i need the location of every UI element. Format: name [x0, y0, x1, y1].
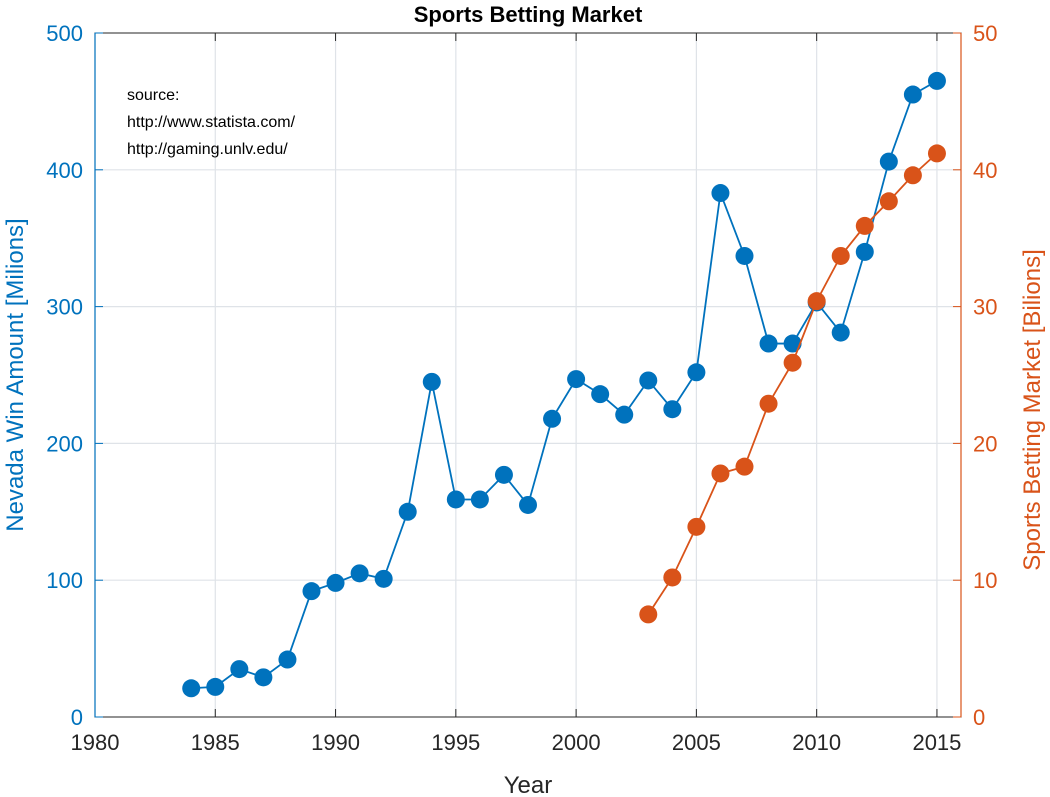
y-right-tick-label: 0	[973, 705, 985, 730]
annotation-line: http://www.statista.com/	[127, 114, 296, 131]
y-axis-right-label: Sports Betting Market [Bilions]	[1019, 249, 1046, 570]
data-point	[543, 409, 562, 428]
data-point	[855, 216, 874, 235]
data-point	[567, 370, 586, 389]
data-point	[639, 605, 658, 624]
data-point	[927, 71, 946, 90]
y-left-tick-label: 500	[46, 21, 83, 46]
y-left-tick-label: 300	[46, 295, 83, 320]
x-tick-label: 1980	[71, 730, 120, 755]
data-point	[639, 371, 658, 390]
data-point	[326, 573, 345, 592]
data-point	[206, 677, 225, 696]
data-point	[446, 490, 465, 509]
data-point	[663, 400, 682, 419]
data-point	[615, 405, 634, 424]
data-point	[831, 246, 850, 265]
data-point	[759, 334, 778, 353]
data-point	[687, 363, 706, 382]
x-tick-label: 1990	[311, 730, 360, 755]
y-axis-left-label: Nevada Win Amount [Milions]	[2, 218, 29, 531]
data-point	[855, 242, 874, 261]
data-point	[927, 144, 946, 163]
data-point	[903, 85, 922, 104]
data-point	[519, 495, 537, 514]
x-tick-label: 2000	[552, 730, 601, 755]
data-point	[687, 517, 706, 536]
y-right-tick-label: 40	[973, 158, 997, 183]
y-left-tick-label: 100	[46, 568, 83, 593]
data-point	[879, 152, 898, 171]
y-right-tick-label: 10	[973, 568, 997, 593]
data-point	[182, 679, 201, 698]
x-tick-label: 2005	[672, 730, 721, 755]
data-point	[663, 568, 682, 587]
y-left-tick-label: 200	[46, 431, 83, 456]
data-point	[807, 292, 826, 311]
data-point	[711, 184, 730, 203]
data-point	[278, 650, 297, 669]
annotation-line: source:	[127, 87, 179, 104]
y-left-tick-label: 0	[71, 705, 83, 730]
data-point	[711, 464, 730, 483]
x-tick-label: 2010	[792, 730, 841, 755]
data-point	[831, 323, 850, 342]
data-point	[591, 385, 610, 404]
x-axis-label: Year	[504, 772, 553, 797]
data-point	[759, 394, 778, 413]
data-point	[879, 192, 898, 211]
series-layer	[182, 71, 946, 698]
data-point	[398, 502, 417, 521]
data-point	[374, 569, 393, 588]
data-point	[422, 372, 441, 391]
data-point	[903, 166, 922, 185]
data-point	[494, 465, 513, 484]
annotation-line: http://gaming.unlv.edu/	[127, 141, 288, 158]
x-tick-label: 1985	[191, 730, 240, 755]
data-point	[735, 246, 754, 265]
data-point	[735, 457, 754, 476]
data-point	[254, 668, 273, 687]
x-tick-label: 1995	[431, 730, 480, 755]
data-point	[302, 582, 321, 601]
data-point	[230, 660, 249, 679]
data-point	[350, 564, 369, 583]
x-tick-label: 2015	[912, 730, 961, 755]
source-annotation: source: http://www.statista.com/ http://…	[127, 87, 296, 158]
y-right-tick-label: 30	[973, 295, 997, 320]
y-right-tick-label: 20	[973, 431, 997, 456]
data-point	[783, 334, 802, 353]
data-point	[783, 353, 802, 372]
axes: 1980 1985 1990 1995 2000 2005 2010 201501002003…	[46, 21, 997, 755]
series-betting-market	[639, 144, 946, 624]
chart-title: Sports Betting Market	[414, 2, 643, 27]
data-point	[470, 490, 489, 509]
y-left-tick-label: 400	[46, 158, 83, 183]
y-right-tick-label: 50	[973, 21, 997, 46]
